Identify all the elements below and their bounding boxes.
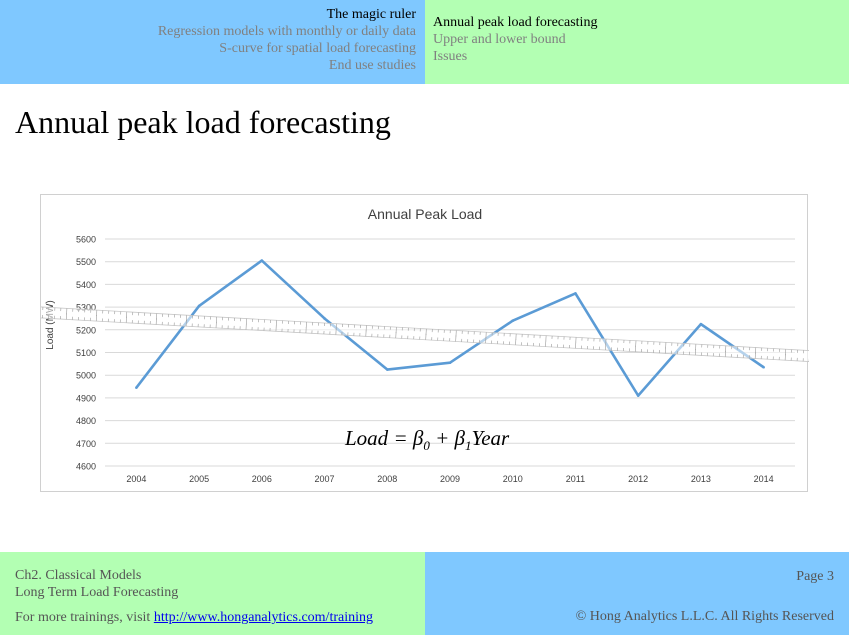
- x-tick-label: 2014: [754, 474, 774, 484]
- data-point: [699, 322, 703, 326]
- x-tick-label: 2007: [315, 474, 335, 484]
- y-tick-label: 4600: [76, 462, 96, 472]
- footer-visit-prefix: For more trainings, visit: [15, 610, 154, 625]
- x-tick-label: 2004: [126, 474, 146, 484]
- y-tick-label: 5200: [76, 325, 96, 335]
- footer-left: Ch2. Classical Models Long Term Load For…: [0, 552, 425, 635]
- y-tick-label: 4700: [76, 439, 96, 449]
- data-point: [636, 394, 640, 397]
- data-point: [448, 361, 452, 365]
- chart-title: Annual Peak Load: [368, 206, 482, 222]
- chart-series: [135, 259, 765, 397]
- formula-plus: +: [430, 426, 455, 450]
- annual-peak-load-chart: Annual Peak Load Load (MW) 4600 4700 4800 4…: [40, 194, 809, 492]
- page-number: Page 3: [796, 569, 834, 584]
- formula-beta1-sub: 1: [465, 438, 472, 453]
- formula-beta1: β: [454, 426, 466, 450]
- data-point: [574, 292, 577, 295]
- footer-visit: For more trainings, visit http://www.hon…: [15, 609, 373, 626]
- y-tick-label: 5000: [76, 371, 96, 381]
- magic-ruler-overlay[interactable]: [41, 304, 809, 365]
- nav-item-upper-lower-bound[interactable]: Upper and lower bound: [433, 32, 566, 47]
- y-tick-label: 5400: [76, 280, 96, 290]
- header-nav-left: The magic ruler Regression models with m…: [0, 0, 425, 84]
- x-tick-label: 2009: [440, 474, 460, 484]
- header-nav-right: Annual peak load forecasting Upper and l…: [425, 0, 849, 84]
- data-point: [197, 304, 201, 308]
- x-tick-label: 2010: [503, 474, 523, 484]
- data-point: [260, 259, 264, 262]
- nav-item-magic-ruler[interactable]: The magic ruler: [326, 7, 416, 22]
- training-link[interactable]: http://www.honganalytics.com/training: [153, 610, 373, 625]
- formula-beta0: β: [412, 426, 424, 450]
- x-tick-label: 2008: [377, 474, 397, 484]
- chart-canvas: Annual Peak Load Load (MW) 4600470048004…: [41, 206, 809, 484]
- x-tick-label: 2012: [628, 474, 648, 484]
- x-tick-label: 2005: [189, 474, 209, 484]
- y-tick-label: 5100: [76, 348, 96, 358]
- formula-variable: Year: [471, 426, 510, 450]
- regression-formula: Load = β0 + β1Year: [344, 426, 510, 453]
- chart-x-ticks: 2004 2005 2006 2007 2008 2009 2010 2011 2012 2013…: [126, 474, 773, 484]
- footer-course: Long Term Load Forecasting: [15, 585, 179, 600]
- chart-y-axis-label: Load (MW): [45, 300, 56, 349]
- nav-item-regression-models[interactable]: Regression models with monthly or daily …: [157, 24, 416, 39]
- x-tick-label: 2013: [691, 474, 711, 484]
- ruler-strip: [41, 304, 809, 365]
- formula-beta0-sub: 0: [423, 438, 430, 453]
- slide-title: Annual peak load forecasting: [15, 104, 391, 140]
- y-tick-label: 4900: [76, 393, 96, 403]
- formula-lhs: Load: [344, 426, 389, 450]
- y-tick-label: 5500: [76, 257, 96, 267]
- chart-gridlines: [105, 238, 795, 467]
- data-point: [762, 365, 765, 369]
- x-tick-label: 2006: [252, 474, 272, 484]
- footer-right: Page 3 © Hong Analytics L.L.C. All Right…: [425, 552, 849, 635]
- copyright-notice: © Hong Analytics L.L.C. All Rights Reser…: [575, 609, 834, 624]
- footer-chapter: Ch2. Classical Models: [15, 568, 142, 583]
- x-tick-label: 2011: [566, 474, 585, 484]
- chart-y-ticks: 4600 4700 4800 4900 5000 5100 5200 5300 5400 5500…: [76, 235, 96, 472]
- data-point: [385, 368, 389, 371]
- nav-item-annual-peak-load[interactable]: Annual peak load forecasting: [433, 15, 598, 30]
- ruler-body: [41, 304, 809, 365]
- nav-item-issues[interactable]: Issues: [433, 49, 468, 64]
- y-tick-label: 4800: [76, 416, 96, 426]
- y-tick-label: 5300: [76, 303, 96, 313]
- nav-item-s-curve[interactable]: S-curve for spatial load forecasting: [219, 41, 416, 56]
- data-point: [511, 319, 515, 323]
- y-tick-label: 5600: [76, 235, 96, 245]
- data-point: [135, 386, 138, 389]
- data-point: [323, 317, 326, 320]
- formula-eq: =: [388, 426, 413, 450]
- nav-item-end-use-studies[interactable]: End use studies: [328, 58, 416, 73]
